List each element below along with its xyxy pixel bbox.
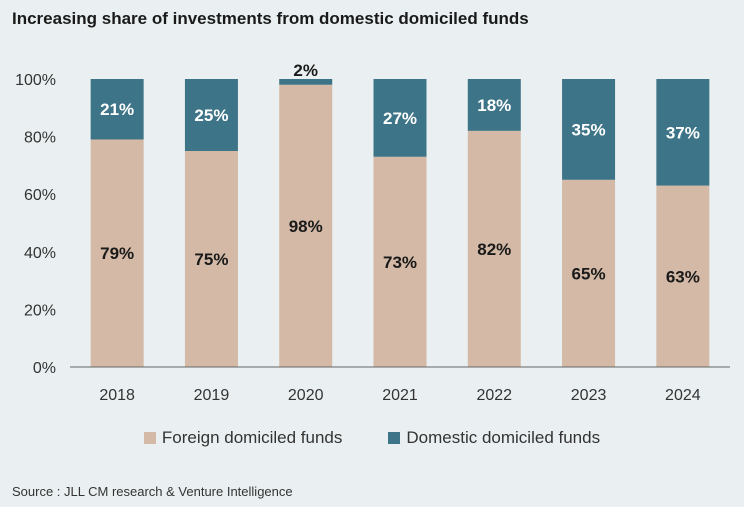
- data-label-foreign-2024: 63%: [666, 267, 700, 286]
- data-label-foreign-2019: 75%: [194, 250, 228, 269]
- data-label-foreign-2020: 98%: [289, 217, 323, 236]
- legend-label-foreign: Foreign domiciled funds: [161, 428, 343, 447]
- x-tick-label: 2021: [382, 387, 418, 404]
- y-tick-label: 20%: [24, 302, 56, 319]
- source-note: Source : JLL CM research & Venture Intel…: [12, 484, 293, 499]
- x-tick-label: 2023: [571, 387, 607, 404]
- x-tick-label: 2018: [99, 387, 135, 404]
- bar-domestic-2019: [184, 79, 238, 151]
- bar-domestic-2022: [467, 79, 521, 131]
- bar-foreign-2019: [184, 151, 238, 367]
- legend-swatch-domestic: [388, 432, 401, 444]
- bar-foreign-2024: [656, 185, 710, 367]
- bar-foreign-2018: [90, 139, 144, 367]
- data-label-domestic-2024: 37%: [666, 123, 700, 142]
- data-label-foreign-2022: 82%: [477, 240, 511, 259]
- chart-title: Increasing share of investments from dom…: [12, 9, 529, 28]
- data-label-domestic-2022: 18%: [477, 96, 511, 115]
- x-tick-label: 2020: [288, 387, 324, 404]
- bar-foreign-2023: [562, 179, 616, 367]
- x-tick-label: 2019: [194, 387, 230, 404]
- bar-domestic-2021: [373, 79, 427, 157]
- data-label-domestic-2023: 35%: [572, 120, 606, 139]
- bar-domestic-2018: [90, 79, 144, 140]
- data-label-domestic-2021: 27%: [383, 109, 417, 128]
- y-tick-label: 40%: [24, 245, 56, 262]
- bar-domestic-2023: [562, 79, 616, 180]
- data-label-domestic-2018: 21%: [100, 100, 134, 119]
- y-tick-label: 80%: [24, 130, 56, 147]
- data-label-foreign-2023: 65%: [572, 264, 606, 283]
- data-label-foreign-2018: 79%: [100, 244, 134, 263]
- x-tick-label: 2022: [476, 387, 512, 404]
- bar-domestic-2024: [656, 79, 710, 186]
- legend-label-domestic: Domestic domiciled funds: [406, 428, 601, 447]
- x-tick-label: 2024: [665, 387, 701, 404]
- y-tick-label: 100%: [15, 72, 56, 89]
- chart-legend: Foreign domiciled funds Domestic domicil…: [0, 428, 744, 448]
- bar-domestic-2020: [279, 79, 333, 85]
- data-label-domestic-2020: 2%: [293, 61, 318, 80]
- legend-swatch-foreign: [143, 432, 156, 444]
- bar-foreign-2022: [467, 130, 521, 367]
- y-tick-label: 60%: [24, 187, 56, 204]
- y-tick-label: 0%: [33, 360, 56, 377]
- legend-item-domestic: Domestic domiciled funds: [388, 428, 600, 448]
- data-label-domestic-2019: 25%: [194, 106, 228, 125]
- data-label-foreign-2021: 73%: [383, 253, 417, 272]
- stacked-bar-chart: 0% 20% 40% 60% 80% 100% 79% 21% 2018 75% 25% 2019 98…: [15, 61, 730, 404]
- bar-foreign-2021: [373, 156, 427, 367]
- legend-item-foreign: Foreign domiciled funds: [143, 428, 343, 448]
- bar-foreign-2020: [279, 84, 333, 367]
